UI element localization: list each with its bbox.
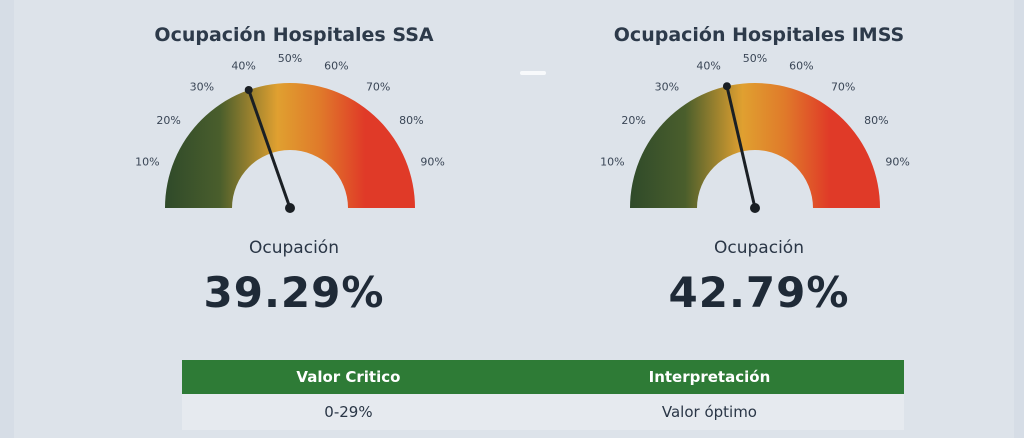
metric-value: 39.29% <box>203 268 385 317</box>
gauge-title: Ocupación Hospitales IMSS <box>613 24 905 46</box>
gauge-tick-label: 60% <box>789 59 813 72</box>
gauge-tick-label: 70% <box>366 81 390 94</box>
gauge-needle-tip <box>244 86 253 95</box>
gauge-panel-imss: Ocupación Hospitales IMSS 10% 20% 30% 40% 50… <box>569 0 949 330</box>
metric-label: Ocupación <box>249 238 339 258</box>
gauge-tick-label: 50% <box>743 52 767 65</box>
gauge-panel-ssa: Ocupación Hospitales SSA 10% 20% 30% 40% 50%… <box>104 0 484 330</box>
gauge-tick-label: 10% <box>600 156 624 169</box>
table-header-row: Valor Critico Interpretación <box>182 360 904 394</box>
gauge-arc <box>165 83 415 208</box>
gauge-needle-tip <box>722 82 731 91</box>
gauge-tick-label: 50% <box>278 52 302 65</box>
gauge-needle <box>725 85 757 209</box>
gauge-tick-label: 80% <box>864 114 888 127</box>
gauge-tick-label: 40% <box>696 59 720 72</box>
critical-value-table: Valor Critico Interpretación 0-29% Valor… <box>182 360 904 430</box>
table-header-cell: Interpretación <box>514 360 904 394</box>
table-row: 0-29% Valor óptimo <box>182 394 904 430</box>
presentation-screen: Ocupación Hospitales SSA 10% 20% 30% 40% 50%… <box>14 0 1014 438</box>
gauge-tick-label: 60% <box>324 59 348 72</box>
gauge-chart-ssa: 10% 20% 30% 40% 50% 60% 70% 80% 90% <box>135 52 445 213</box>
gauge-needle-hub <box>285 203 295 213</box>
gauge-tick-label: 90% <box>885 156 909 169</box>
gauge-tick-label: 20% <box>621 114 645 127</box>
gauge-needle <box>247 89 292 209</box>
gauge-arc <box>630 83 880 208</box>
gauge-tick-label: 10% <box>135 156 159 169</box>
gauge-tick-label: 30% <box>190 81 214 94</box>
metric-label: Ocupación <box>714 238 804 258</box>
gauge-title: Ocupación Hospitales SSA <box>154 24 434 46</box>
gauge-needle-hub <box>750 203 760 213</box>
gauge-tick-label: 90% <box>420 156 444 169</box>
gauge-chart-imss: 10% 20% 30% 40% 50% 60% 70% 80% 90% <box>600 52 910 213</box>
gauge-tick-label: 30% <box>655 81 679 94</box>
gauge-tick-label: 80% <box>399 114 423 127</box>
table-cell: Valor óptimo <box>514 394 904 430</box>
gauge-tick-label: 20% <box>156 114 180 127</box>
gauge-tick-label: 70% <box>831 81 855 94</box>
metric-value: 42.79% <box>668 268 850 317</box>
decorative-dash <box>520 71 546 75</box>
table-header-cell: Valor Critico <box>182 360 515 394</box>
gauge-tick-label: 40% <box>231 59 255 72</box>
table-cell: 0-29% <box>182 394 515 430</box>
